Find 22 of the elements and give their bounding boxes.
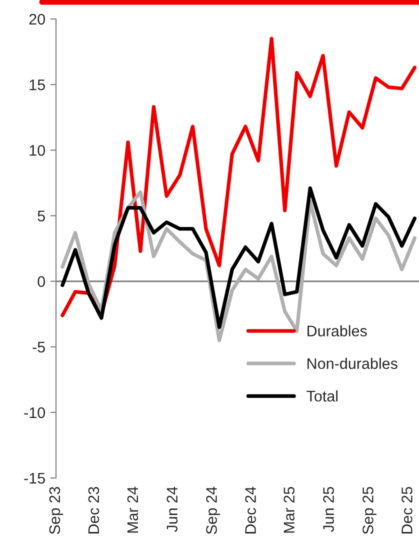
y-tick-label: 10 <box>30 145 45 156</box>
x-tick-label: Jun 25 <box>323 486 334 532</box>
y-tick-label: -5 <box>32 342 45 353</box>
y-tick-label: 15 <box>30 80 45 90</box>
y-tick-label: 5 <box>38 210 45 222</box>
line-series <box>60 36 417 318</box>
y-tick-label: 0 <box>38 276 45 287</box>
y-tick-label: -15 <box>24 473 45 484</box>
y-tick-label: -10 <box>24 407 45 418</box>
y-tick-label: 20 <box>29 14 45 25</box>
legend-label: Durables <box>308 325 367 336</box>
x-tick-label: Sep 24 <box>206 486 220 534</box>
x-tick-label: Sep 25 <box>362 486 376 534</box>
x-tick-label: Sep 23 <box>49 487 64 534</box>
x-tick-label: Dec 24 <box>245 486 256 534</box>
legend-label: Non-durables <box>308 358 398 369</box>
x-tick-label: Dec 23 <box>88 487 100 534</box>
x-tick-label: Mar 25 <box>284 486 295 533</box>
x-tick-label: Jun 24 <box>166 486 178 532</box>
legend-label: Total <box>306 390 338 402</box>
x-tick-label: Mar 24 <box>127 486 138 533</box>
x-tick-label: Dec 25 <box>402 486 412 534</box>
